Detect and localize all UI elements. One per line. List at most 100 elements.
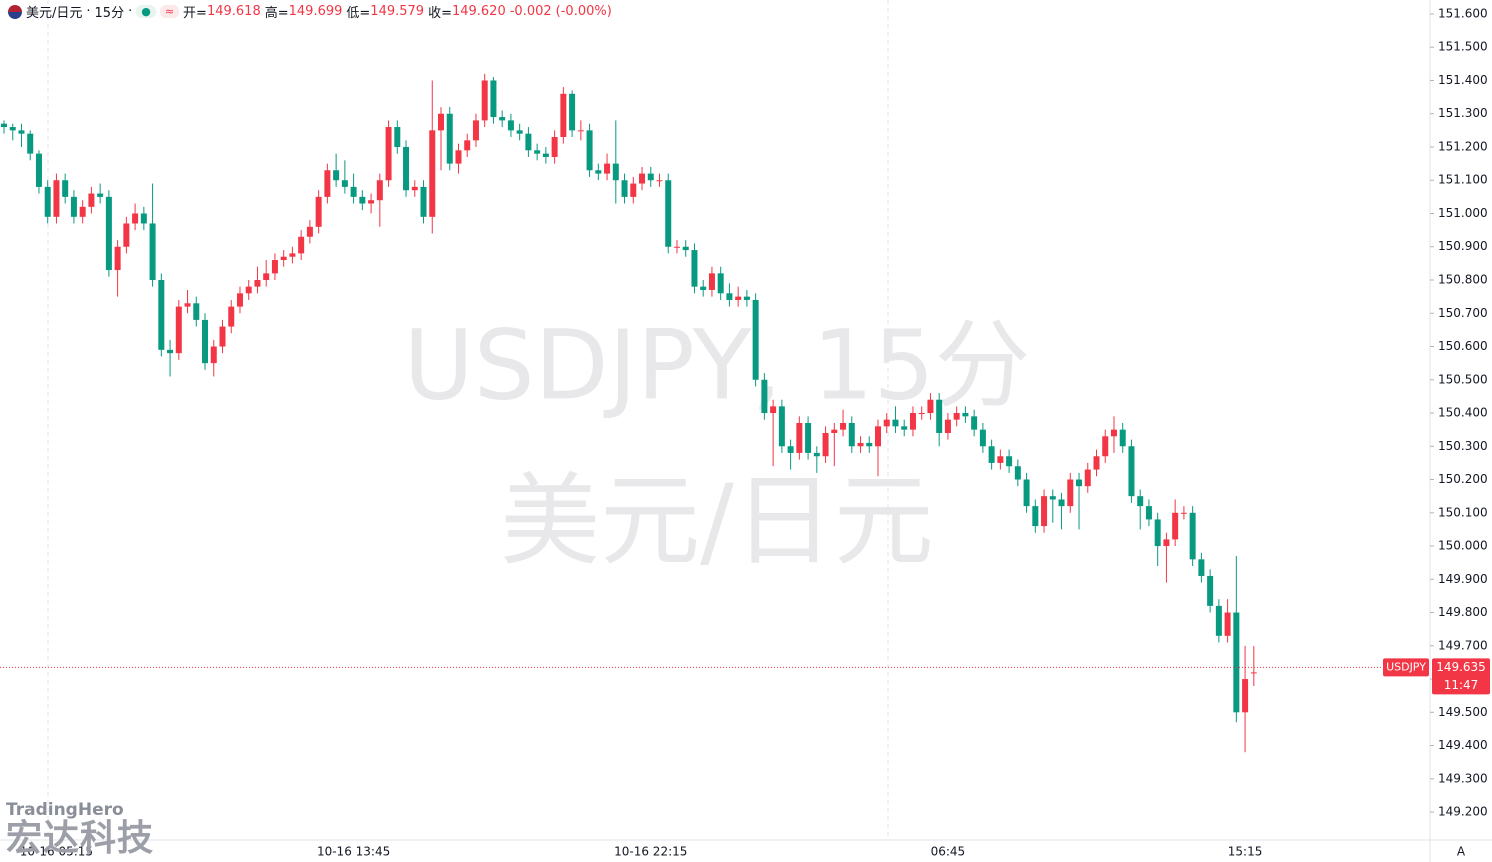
candle-body xyxy=(577,130,584,132)
candle-body xyxy=(639,173,646,184)
x-tick-label: 10-16 13:45 xyxy=(317,845,390,859)
candle-body xyxy=(315,196,322,227)
candle-body xyxy=(936,399,943,433)
candle-body xyxy=(883,419,890,427)
low-label: 低= xyxy=(346,6,371,21)
candle-body xyxy=(997,456,1004,463)
candle-body xyxy=(770,406,777,414)
y-tick-label: 150.200 xyxy=(1438,472,1488,486)
candle-body xyxy=(778,406,785,447)
candle-body xyxy=(202,319,209,364)
logo-brand: TradingHero xyxy=(6,800,124,820)
candle-body xyxy=(298,236,305,254)
y-tick-label: 151.600 xyxy=(1438,6,1488,20)
candle-body xyxy=(1067,479,1074,507)
candle-body xyxy=(53,180,60,217)
candle-body xyxy=(516,130,523,134)
candle-body xyxy=(831,429,838,433)
candle-body xyxy=(1250,672,1257,674)
change-percent: (-0.00%) xyxy=(555,4,612,19)
symbol-name[interactable]: 美元/日元 xyxy=(26,6,83,21)
y-tick-label: 150.400 xyxy=(1438,406,1488,420)
candle-body xyxy=(700,286,707,290)
candle-body xyxy=(752,299,759,380)
candle-body xyxy=(1006,456,1013,467)
candle-body xyxy=(446,113,453,164)
candle-body xyxy=(420,186,427,217)
auto-scale-button[interactable] xyxy=(1452,843,1470,860)
candle-body xyxy=(682,246,689,251)
interval[interactable]: 15分 xyxy=(94,6,125,21)
candle-body xyxy=(1093,456,1100,470)
candle-body xyxy=(263,273,270,280)
candle-body xyxy=(254,280,261,287)
candle-body xyxy=(70,196,77,217)
x-tick-label: 06:45 xyxy=(931,845,966,859)
y-tick-label: 150.700 xyxy=(1438,306,1488,320)
open-value: 149.618 xyxy=(206,4,261,19)
candle-body xyxy=(1233,612,1240,713)
status-pill[interactable]: ● xyxy=(136,5,156,18)
candle-body xyxy=(236,293,243,307)
candle-body xyxy=(805,422,812,453)
candle-body xyxy=(551,137,558,157)
last-price-label: 149.635 xyxy=(1436,660,1486,674)
candle-body xyxy=(132,213,139,224)
candle-body xyxy=(193,303,200,320)
candle-body xyxy=(1032,506,1039,527)
y-tick-label: 149.200 xyxy=(1438,805,1488,819)
candle-body xyxy=(123,223,130,247)
header: 美元/日元 · 15分 · ● ≈ 开= 149.618 高= 149.699 低=… xyxy=(8,2,612,21)
candle-body xyxy=(927,399,934,414)
y-tick-label: 151.300 xyxy=(1438,106,1488,120)
candle-body xyxy=(1145,506,1152,520)
candle-body xyxy=(184,303,191,307)
y-tick-label: 151.400 xyxy=(1438,73,1488,87)
auto-scale-label[interactable]: A xyxy=(1457,845,1466,859)
separator: · xyxy=(128,4,133,19)
candle-body xyxy=(673,246,680,248)
candle-body xyxy=(27,133,34,154)
y-tick-label: 150.800 xyxy=(1438,273,1488,287)
candle-body xyxy=(140,213,147,224)
close-label: 收= xyxy=(428,6,452,21)
candle-body xyxy=(18,130,25,134)
y-tick-label: 150.900 xyxy=(1438,239,1488,253)
candle-body xyxy=(875,426,881,447)
candle-body xyxy=(604,163,611,174)
candle-body xyxy=(438,113,444,131)
separator: · xyxy=(86,4,91,19)
candle-body xyxy=(376,180,383,201)
candle-body xyxy=(368,200,375,204)
candle-body xyxy=(403,146,410,191)
flag-icon xyxy=(8,4,22,19)
x-tick-label: 15:15 xyxy=(1228,845,1263,859)
candle-body xyxy=(333,170,340,181)
y-tick-label: 150.100 xyxy=(1438,505,1488,519)
candle-body xyxy=(796,422,803,453)
watermark-subtitle: 美元/日元 xyxy=(500,462,934,579)
y-tick-label: 149.500 xyxy=(1438,705,1488,719)
candle-body xyxy=(359,196,366,204)
candle-body xyxy=(953,413,960,420)
y-tick-label: 151.100 xyxy=(1438,173,1488,187)
candle-body xyxy=(726,293,733,300)
candle-body xyxy=(455,150,462,164)
candle-body xyxy=(979,429,986,447)
y-tick-label: 149.400 xyxy=(1438,738,1488,752)
candle-body xyxy=(708,273,715,290)
symbol-tag-bg xyxy=(1383,658,1429,677)
candle-body xyxy=(691,250,698,287)
candle-body xyxy=(1198,559,1205,576)
candle-body xyxy=(88,193,95,207)
y-tick-label: 149.300 xyxy=(1438,771,1488,785)
x-tick-label: 10-16 05:15 xyxy=(20,845,93,859)
candle-body xyxy=(717,273,724,294)
compare-pill[interactable]: ≈ xyxy=(159,5,180,18)
candle-body xyxy=(1224,612,1231,636)
candle-body xyxy=(647,173,654,181)
candle-body xyxy=(158,280,165,350)
candle-body xyxy=(464,140,471,151)
candle-body xyxy=(988,446,995,463)
